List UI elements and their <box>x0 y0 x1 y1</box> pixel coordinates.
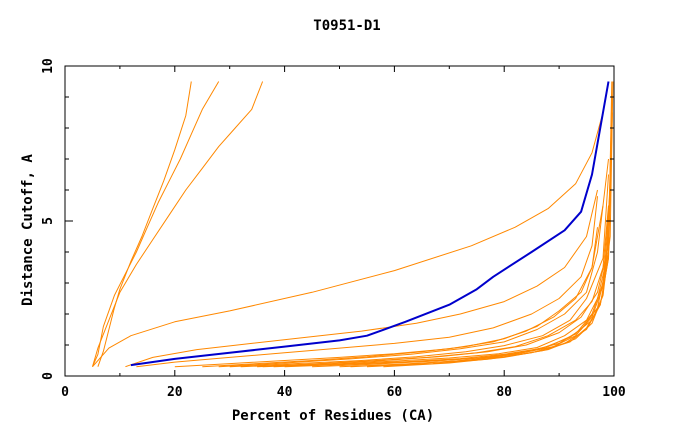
x-tick-label: 60 <box>387 385 403 400</box>
series-line <box>92 112 604 368</box>
series-line <box>97 81 192 367</box>
series-line <box>257 143 612 368</box>
series-layer <box>92 81 614 368</box>
series-line <box>229 174 609 368</box>
series-line <box>262 81 613 368</box>
y-tick-label: 0 <box>41 372 56 380</box>
series-line <box>218 158 609 368</box>
x-tick-label: 0 <box>61 385 69 400</box>
series-line <box>339 96 613 368</box>
x-tick-label: 40 <box>277 385 293 400</box>
series-line <box>240 205 609 368</box>
series-line <box>125 189 598 368</box>
series-line <box>202 227 598 368</box>
series-line <box>92 81 264 367</box>
x-tick-label: 20 <box>167 385 183 400</box>
y-tick-label: 5 <box>41 217 56 225</box>
x-axis-label: Percent of Residues (CA) <box>232 408 434 424</box>
series-line <box>174 205 604 368</box>
series-line <box>312 158 612 368</box>
series-line <box>383 81 614 368</box>
y-tick-label: 10 <box>41 58 56 74</box>
series-line-highlight <box>130 81 610 367</box>
x-tick-label: 100 <box>602 385 626 400</box>
series-line <box>273 127 612 368</box>
y-axis-label: Distance Cutoff, A <box>20 154 36 306</box>
x-tick-label: 80 <box>496 385 512 400</box>
plot-frame <box>64 65 615 377</box>
tick-layer: 0 20 40 60 80 100 0 5 10 <box>41 58 626 400</box>
series-line <box>350 220 611 368</box>
chart-title: T0951-D1 <box>313 18 380 34</box>
series-line <box>136 196 598 368</box>
series-line <box>92 81 220 367</box>
